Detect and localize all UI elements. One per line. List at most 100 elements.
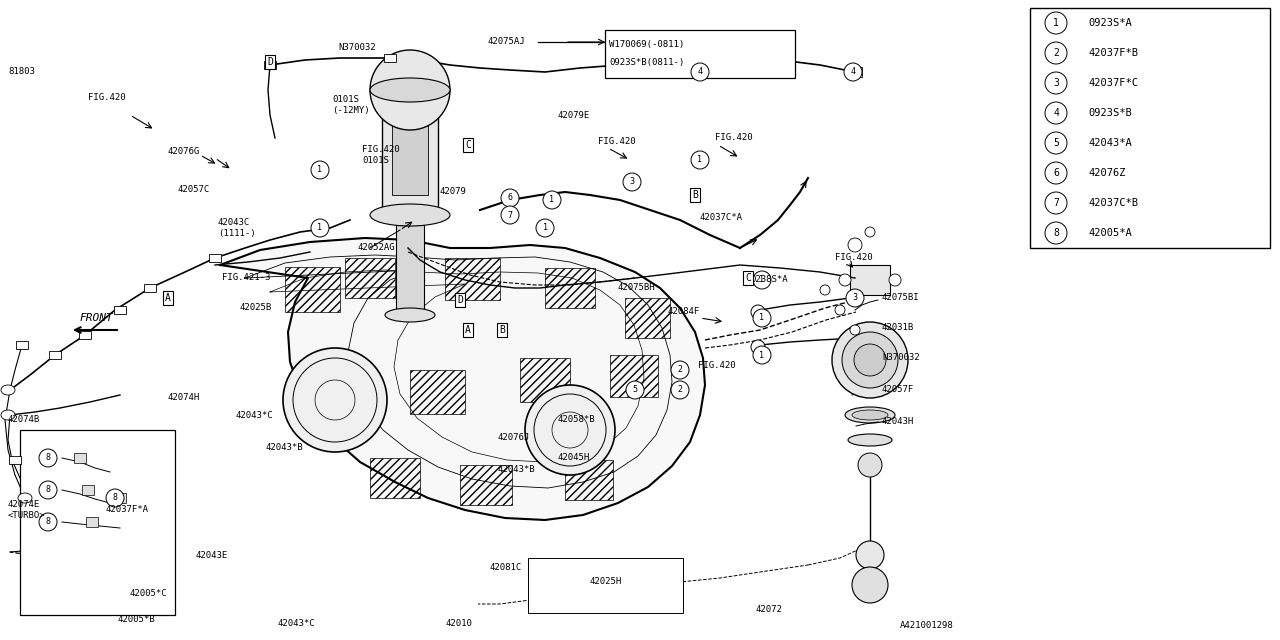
Text: 4: 4	[698, 67, 703, 77]
Circle shape	[835, 305, 845, 315]
Text: C: C	[465, 140, 471, 150]
Text: 42079: 42079	[440, 188, 467, 196]
Text: 42043C
(1111-): 42043C (1111-)	[218, 218, 256, 237]
Text: 0923S*A: 0923S*A	[1088, 18, 1132, 28]
Ellipse shape	[1, 385, 15, 395]
Text: 3: 3	[852, 294, 858, 303]
Circle shape	[626, 381, 644, 399]
Circle shape	[38, 449, 58, 467]
Circle shape	[1044, 42, 1068, 64]
Text: 2: 2	[1053, 48, 1059, 58]
Bar	[346, 258, 396, 298]
Circle shape	[844, 63, 861, 81]
Bar	[285, 267, 340, 312]
Text: 42043*A: 42043*A	[1088, 138, 1132, 148]
Text: 8: 8	[1053, 228, 1059, 238]
Text: 42076Z: 42076Z	[1088, 168, 1125, 178]
Bar	[381, 95, 438, 215]
Text: 1: 1	[317, 223, 323, 232]
Circle shape	[820, 285, 829, 295]
Text: 1: 1	[317, 166, 323, 175]
Ellipse shape	[370, 78, 451, 102]
Text: 0923S*B(0811-): 0923S*B(0811-)	[609, 58, 685, 67]
Text: 42005*C: 42005*C	[131, 589, 168, 598]
Text: 6: 6	[507, 193, 512, 202]
Bar	[625, 298, 669, 338]
Polygon shape	[220, 238, 705, 520]
Bar	[143, 284, 156, 292]
Circle shape	[849, 238, 861, 252]
Circle shape	[850, 325, 860, 335]
Bar	[850, 265, 890, 295]
Bar	[384, 54, 396, 62]
Text: 1: 1	[759, 314, 764, 323]
Text: FIG.421-3: FIG.421-3	[221, 273, 270, 282]
Text: 5: 5	[1053, 138, 1059, 148]
Circle shape	[623, 173, 641, 191]
Text: 1: 1	[1053, 18, 1059, 28]
Text: N370032: N370032	[882, 353, 919, 362]
Text: 7: 7	[1053, 198, 1059, 208]
Text: 42005*B: 42005*B	[118, 616, 156, 625]
Bar	[392, 105, 428, 195]
Text: 8: 8	[46, 486, 50, 495]
Text: N370032: N370032	[338, 44, 375, 52]
Circle shape	[1044, 12, 1068, 34]
Text: 42075BI: 42075BI	[882, 294, 919, 303]
Text: 42025B: 42025B	[241, 303, 273, 312]
Circle shape	[753, 346, 771, 364]
Text: 42072: 42072	[755, 605, 782, 614]
Text: 3: 3	[630, 177, 635, 186]
Bar	[82, 485, 93, 495]
Text: 0923S*B: 0923S*B	[1088, 108, 1132, 118]
Bar	[1030, 8, 1270, 248]
Bar	[849, 67, 861, 77]
Circle shape	[865, 227, 876, 237]
Circle shape	[370, 50, 451, 130]
Bar	[9, 456, 20, 464]
Ellipse shape	[852, 410, 888, 420]
Text: 42037F*A: 42037F*A	[105, 506, 148, 515]
Circle shape	[1044, 132, 1068, 154]
Bar	[564, 460, 613, 500]
Text: 42045H: 42045H	[558, 454, 590, 463]
Text: 7: 7	[507, 211, 512, 220]
Text: 42079E: 42079E	[558, 111, 590, 120]
Bar	[209, 254, 221, 262]
Text: FRONT: FRONT	[79, 313, 114, 323]
Text: 42084F: 42084F	[668, 307, 700, 317]
Circle shape	[525, 385, 614, 475]
Circle shape	[753, 309, 771, 327]
Circle shape	[38, 513, 58, 531]
Circle shape	[1044, 102, 1068, 124]
Circle shape	[858, 453, 882, 477]
Text: 1: 1	[543, 223, 548, 232]
Text: 4: 4	[850, 67, 855, 77]
Bar	[20, 430, 175, 615]
Bar	[370, 458, 420, 498]
Text: 42057C: 42057C	[178, 186, 210, 195]
Circle shape	[500, 189, 518, 207]
Text: 8: 8	[46, 518, 50, 527]
Circle shape	[751, 340, 765, 354]
Bar	[86, 517, 99, 527]
Text: 8: 8	[113, 493, 118, 502]
Text: A421001298: A421001298	[900, 621, 954, 630]
Text: FIG.420: FIG.420	[716, 134, 753, 143]
Circle shape	[832, 322, 908, 398]
Circle shape	[890, 274, 901, 286]
Text: B: B	[499, 325, 504, 335]
Bar	[114, 493, 125, 503]
Text: 42031B: 42031B	[882, 323, 914, 333]
Ellipse shape	[849, 434, 892, 446]
Text: 0238S*A: 0238S*A	[750, 275, 787, 285]
Text: 1: 1	[698, 156, 703, 164]
Circle shape	[38, 481, 58, 499]
Text: 81803: 81803	[8, 67, 35, 77]
Circle shape	[1044, 192, 1068, 214]
Text: 1: 1	[759, 275, 764, 285]
Circle shape	[842, 332, 899, 388]
Ellipse shape	[370, 204, 451, 226]
Text: A: A	[465, 325, 471, 335]
Text: 3: 3	[1053, 78, 1059, 88]
